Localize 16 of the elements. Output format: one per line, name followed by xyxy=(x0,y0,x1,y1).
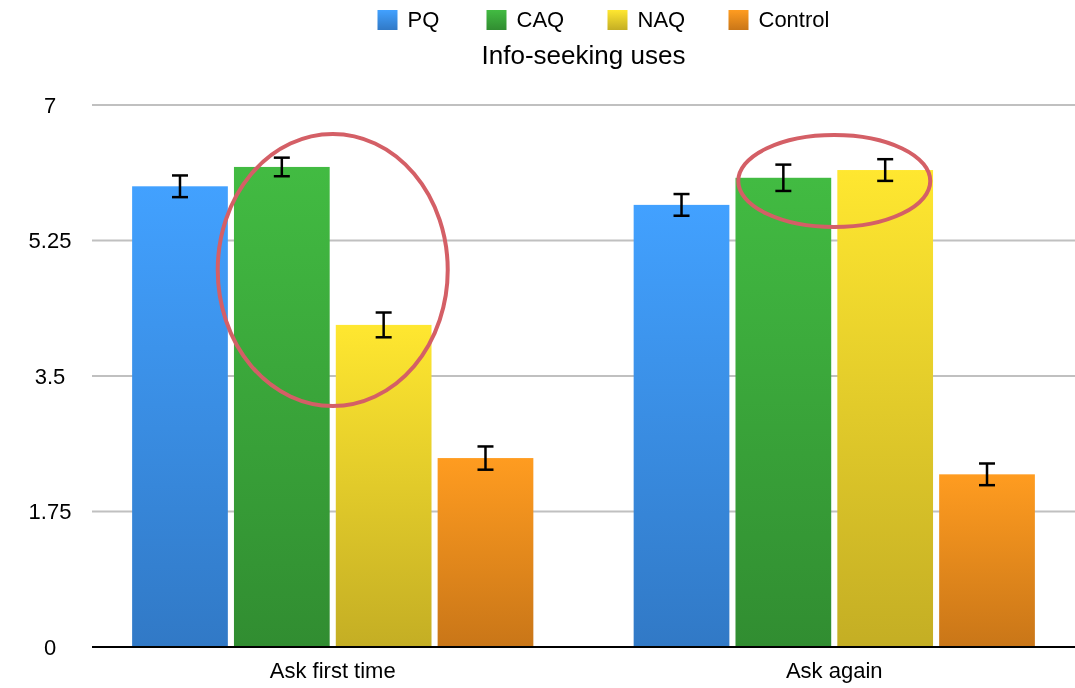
legend-label: CAQ xyxy=(516,7,565,32)
bar xyxy=(633,204,730,647)
y-tick-label: 1.75 xyxy=(28,499,72,525)
bar xyxy=(132,186,228,647)
y-tick-label: 0 xyxy=(43,634,57,660)
y-tick-label: 5.25 xyxy=(28,228,72,254)
x-tick-label: Ask again xyxy=(785,658,883,683)
y-tick-label: 7 xyxy=(43,92,57,118)
y-tick-label: 3.5 xyxy=(34,363,66,389)
legend-label: NAQ xyxy=(637,7,686,32)
legend-label: Control xyxy=(758,7,830,32)
x-tick-label: Ask first time xyxy=(269,658,396,683)
legend-label: PQ xyxy=(407,7,440,32)
bar xyxy=(437,458,534,647)
bar xyxy=(939,474,1035,647)
chart-title: Info-seeking uses xyxy=(481,40,686,70)
